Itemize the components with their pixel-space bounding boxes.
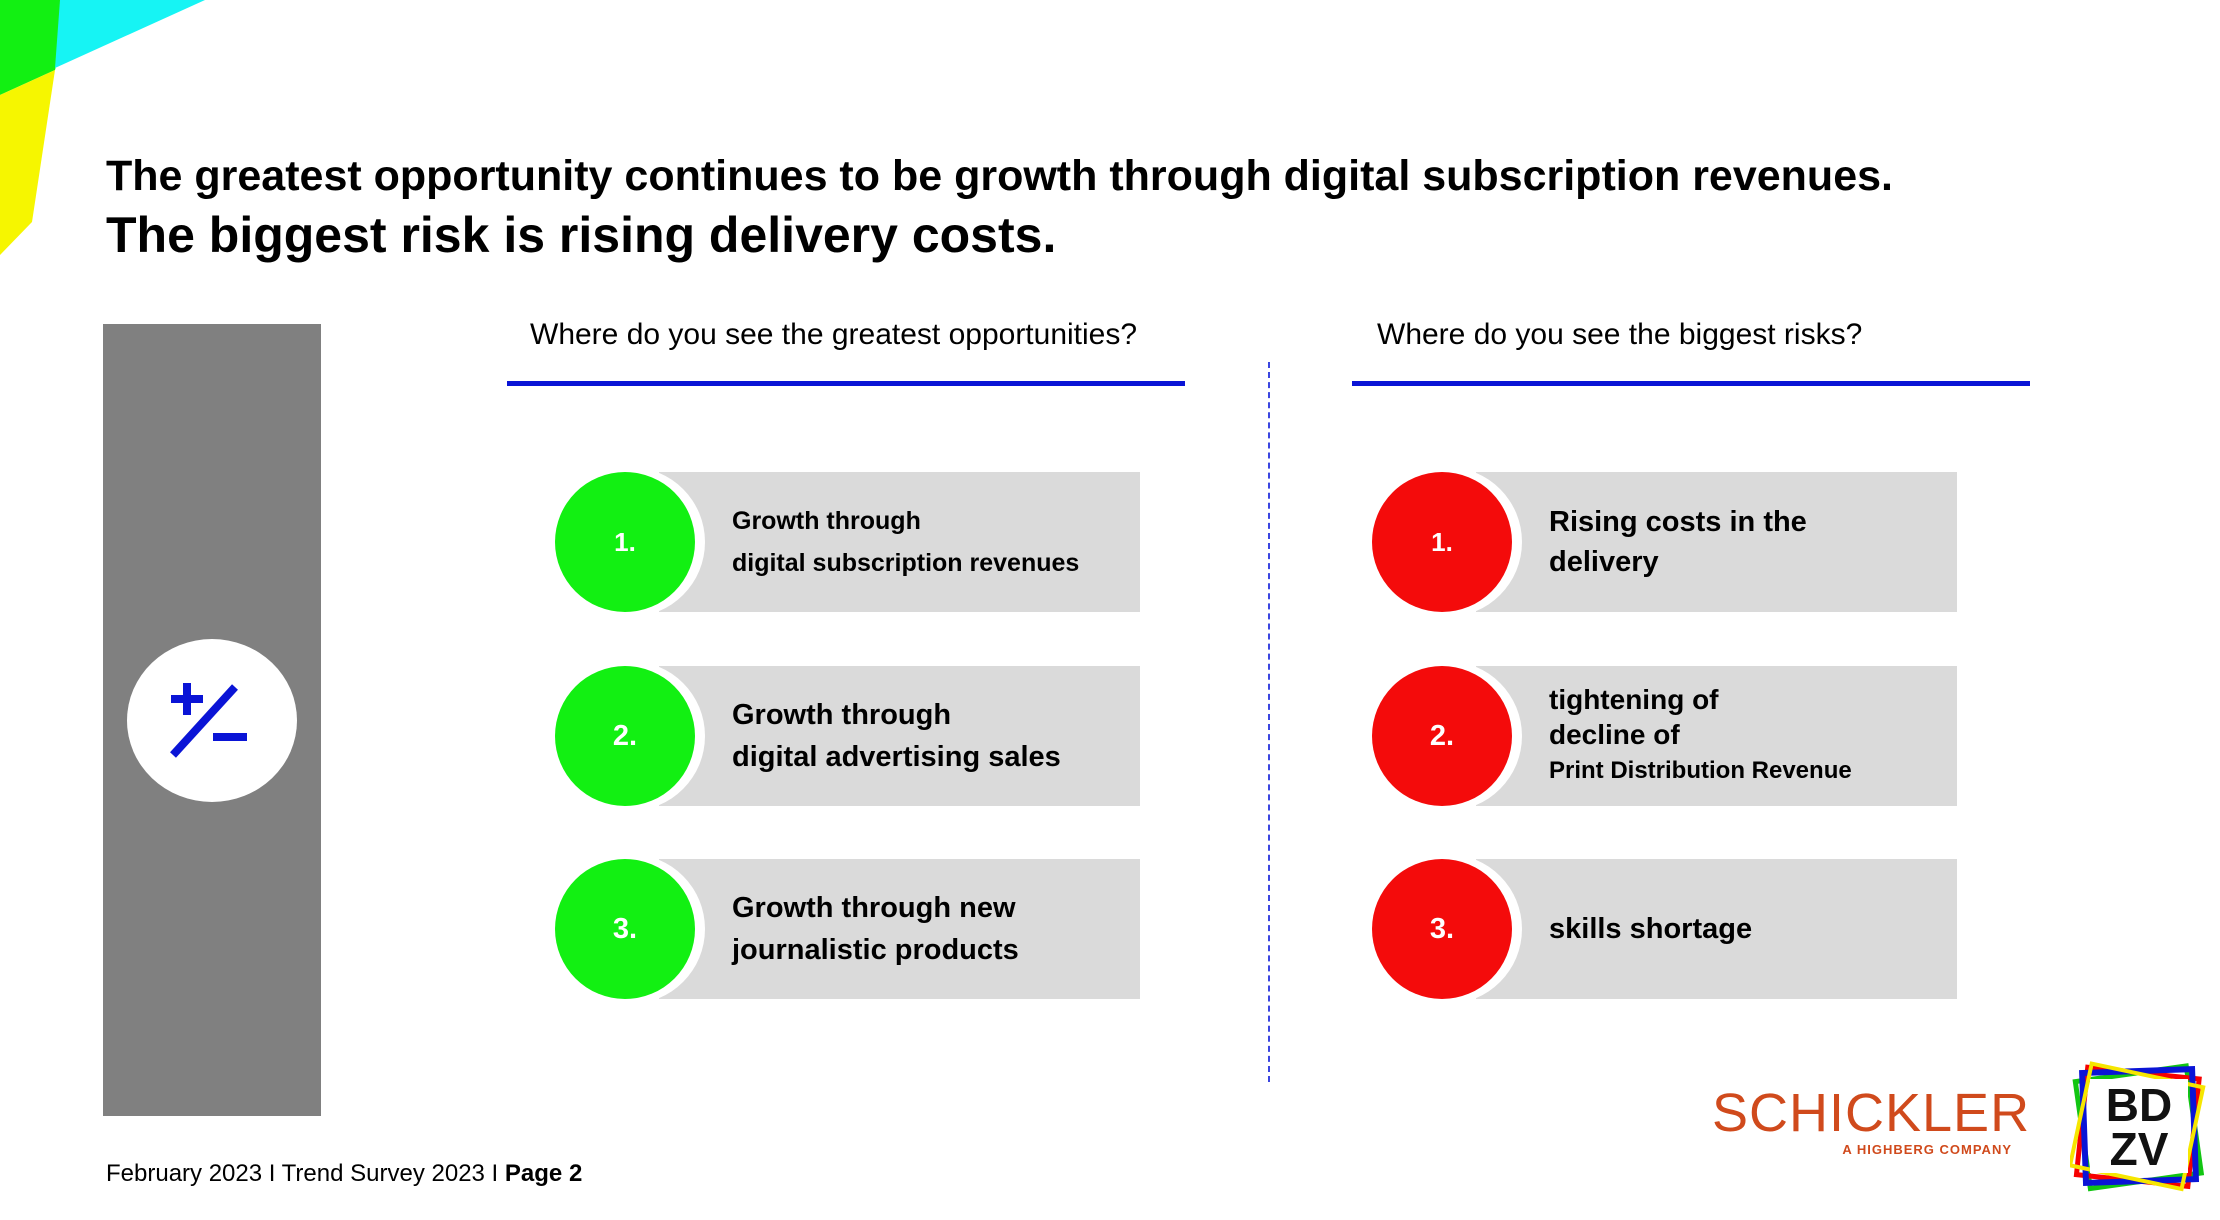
sidebar-panel [103, 324, 321, 1116]
schickler-logo-tagline: A HIGHBERG COMPANY [1842, 1142, 2012, 1157]
schickler-logo-name: SCHICKLER [1712, 1083, 2031, 1143]
rank-label: 1. [614, 526, 636, 557]
bdzv-logo-top: BD [2106, 1079, 2172, 1131]
sidebar-icon-circle [127, 639, 297, 802]
title-line-2: The biggest risk is rising delivery cost… [106, 206, 1057, 263]
rank-badge: 3. [1372, 859, 1512, 999]
opportunities-header: Where do you see the greatest opportunit… [530, 318, 1138, 351]
item-line: Rising costs in the [1549, 506, 1807, 538]
bdzv-logo: BD ZV [2070, 1061, 2206, 1192]
item-text: Growth through digital advertising sales [732, 666, 1130, 806]
footer-page: Page 2 [504, 1160, 583, 1187]
rank-badge: 1. [1372, 472, 1512, 612]
item-text: Growth through digital subscription reve… [732, 472, 1130, 612]
item-text: skills shortage [1549, 859, 1947, 999]
risks-header: Where do you see the biggest risks? [1377, 318, 1863, 351]
rank-badge: 3. [555, 859, 695, 999]
corner-decoration [0, 0, 205, 255]
rank-label: 3. [1429, 912, 1455, 945]
rank-label: 3. [612, 912, 638, 945]
item-bar [659, 472, 1140, 612]
opportunity-item-2: 2. Growth through digital advertising sa… [555, 661, 1140, 811]
risk-item-3: 3. skills shortage [1372, 854, 1957, 1004]
item-bar [659, 859, 1140, 999]
item-line: Print Distribution Revenue [1549, 757, 1852, 784]
risk-item-2: 2. tightening of decline of Print Distri… [1372, 661, 1957, 811]
item-line: tightening of [1549, 684, 1719, 715]
risks-header-rule [1352, 381, 2030, 386]
item-line: delivery [1549, 546, 1659, 578]
plus-minus-icon [170, 682, 247, 758]
rank-badge: 1. [555, 472, 695, 612]
item-line: Growth through [732, 507, 921, 535]
item-line: Growth through [732, 699, 952, 731]
item-line: journalistic products [732, 934, 1019, 966]
rank-badge: 2. [1372, 666, 1512, 806]
column-divider [1268, 362, 1270, 1082]
rank-label: 1. [1431, 526, 1453, 557]
page-title: The greatest opportunity continues to be… [106, 150, 1893, 266]
rank-label: 2. [1429, 719, 1455, 752]
opportunity-item-3: 3. Growth through new journalistic produ… [555, 854, 1140, 1004]
opportunities-header-rule [507, 381, 1185, 386]
rank-badge: 2. [555, 666, 695, 806]
schickler-logo: SCHICKLER A HIGHBERG COMPANY [1712, 1083, 2031, 1157]
item-bar [659, 666, 1140, 806]
item-line: skills shortage [1549, 913, 1753, 945]
risk-item-1: 1. Rising costs in the delivery [1372, 467, 1957, 617]
item-line: digital subscription revenues [732, 549, 1080, 577]
rank-label: 2. [612, 719, 638, 752]
item-bar [1476, 472, 1957, 612]
footer-text: February 2023 I Trend Survey 2023 I [106, 1160, 505, 1187]
item-line: decline of [1549, 719, 1680, 750]
item-text: Rising costs in the delivery [1549, 472, 1947, 612]
bdzv-logo-bottom: ZV [2110, 1123, 2169, 1175]
item-line: digital advertising sales [732, 741, 1061, 773]
item-text: Growth through new journalistic products [732, 859, 1130, 999]
item-bar [1476, 666, 1957, 806]
opportunity-item-1: 1. Growth through digital subscription r… [555, 467, 1140, 617]
page-footer: February 2023 I Trend Survey 2023 I Page… [106, 1160, 582, 1188]
title-line-1: The greatest opportunity continues to be… [106, 152, 1893, 200]
item-text: tightening of decline of Print Distribut… [1549, 666, 1947, 806]
item-bar [1476, 859, 1957, 999]
item-line: Growth through new [732, 892, 1016, 924]
